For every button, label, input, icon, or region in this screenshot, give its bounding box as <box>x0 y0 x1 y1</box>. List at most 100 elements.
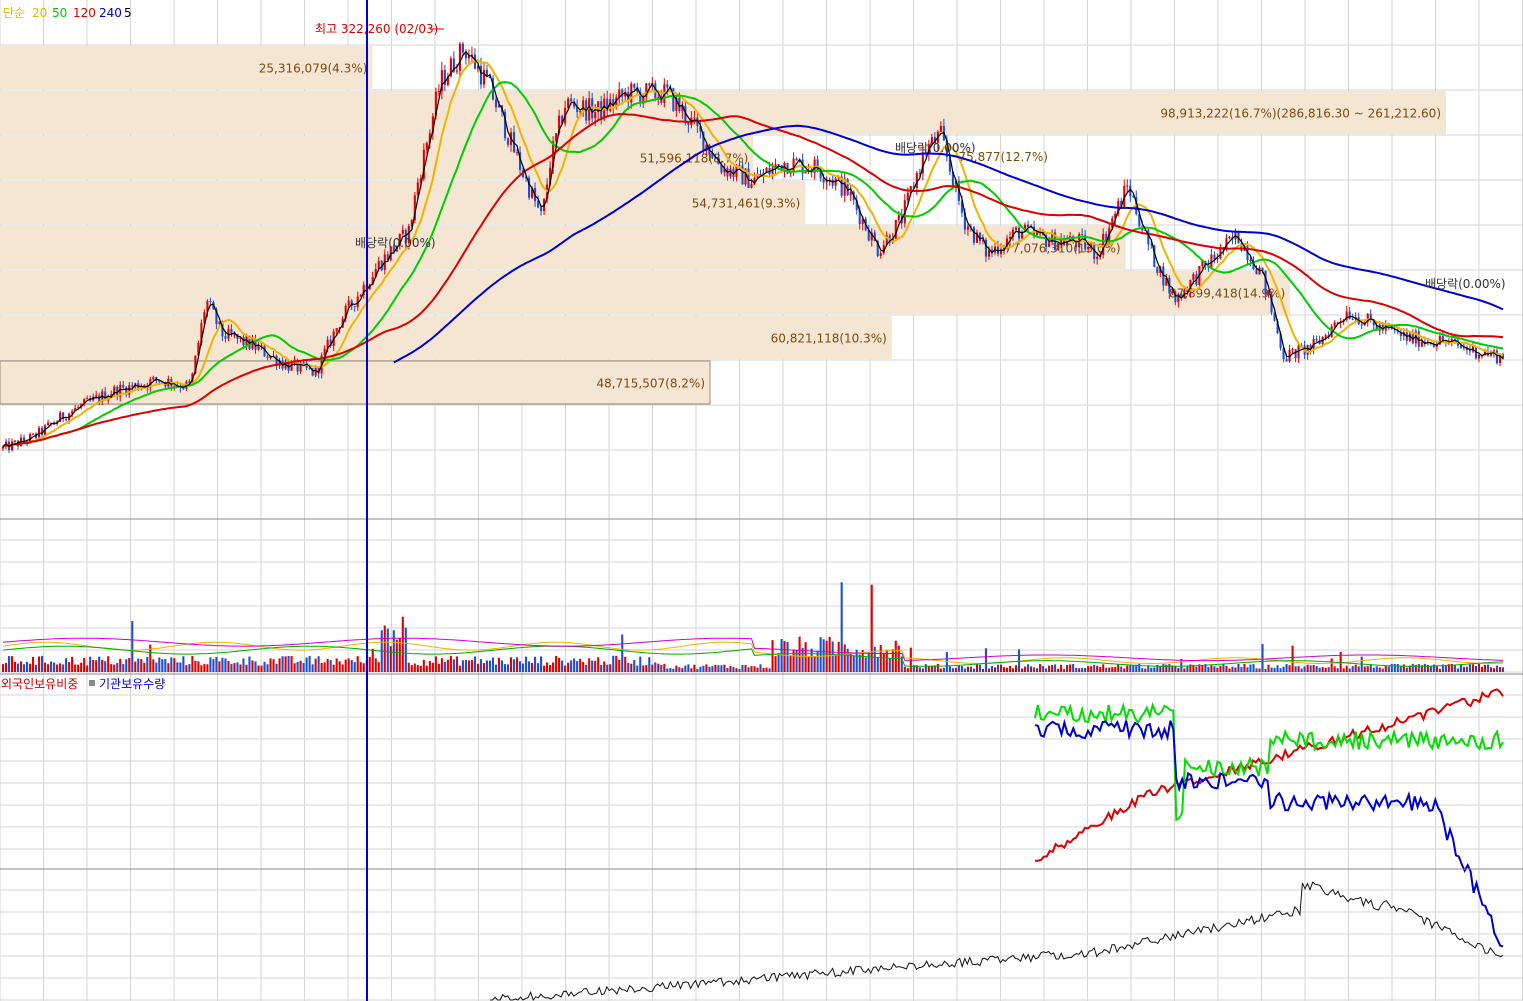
candle-body <box>885 235 888 246</box>
volume-bar <box>341 664 344 672</box>
volume-bar <box>1108 667 1111 672</box>
candle-body <box>1393 329 1396 331</box>
candle-body <box>1102 233 1105 255</box>
candle-body <box>933 137 936 144</box>
volume-bar <box>564 665 567 672</box>
candle-body <box>143 385 146 387</box>
volume-bar <box>74 664 77 672</box>
volume-bar <box>236 662 239 672</box>
candle-body <box>158 380 161 383</box>
volume-ma-line <box>2 637 1504 662</box>
volume-bar <box>410 665 413 672</box>
volume-bar <box>1036 668 1039 672</box>
volume-bar <box>855 649 858 672</box>
candle-body <box>1192 274 1195 281</box>
volume-bar <box>972 668 975 672</box>
volume-profile-bar <box>0 46 373 89</box>
volume-bar <box>528 661 531 672</box>
candle-body <box>582 100 585 112</box>
candle-body <box>251 339 254 349</box>
volume-bar <box>1057 668 1060 672</box>
candle-body <box>693 117 696 119</box>
volume-bar <box>1114 666 1117 672</box>
candle-body <box>1240 243 1243 251</box>
volume-bar <box>1378 667 1381 672</box>
volume-bar <box>1414 664 1417 672</box>
volume-bar <box>585 664 588 672</box>
volume-bar <box>1063 668 1066 672</box>
candle-body <box>909 186 912 193</box>
volume-bar <box>792 649 795 672</box>
volume-bar <box>708 666 711 672</box>
dividend-label: 배당락(0.00%) <box>1425 277 1506 291</box>
candle-body <box>1114 213 1117 219</box>
holdings-legend: 외국인보유비중 기관보유수량 <box>1 677 165 691</box>
volume-bar <box>455 656 458 672</box>
volume-bar <box>416 665 419 672</box>
volume-bar <box>1489 667 1493 672</box>
candle-body <box>921 152 924 174</box>
volume-bar <box>1264 668 1267 672</box>
volume-bar <box>134 661 137 672</box>
volume-bar <box>461 660 464 672</box>
candle-body <box>344 305 347 319</box>
volume-bar <box>588 658 591 672</box>
volume-bar <box>257 665 260 672</box>
candle-body <box>1306 345 1309 355</box>
candle-body <box>939 125 942 132</box>
volume-bar <box>509 657 513 672</box>
candle-body <box>573 101 576 107</box>
candle-body <box>639 91 642 104</box>
candle-body <box>702 131 705 152</box>
volume-bar <box>215 657 218 672</box>
volume-bar <box>1087 666 1090 672</box>
volume-bar <box>1258 668 1261 672</box>
volume-bar <box>1222 664 1225 672</box>
bottom-indicator-line <box>490 881 1504 1001</box>
candle-body <box>194 355 197 374</box>
volume-bar <box>774 656 777 672</box>
volume-bar <box>179 662 182 672</box>
volume-bar <box>996 664 1000 672</box>
candle-body <box>879 253 882 257</box>
volume-bar <box>663 663 666 672</box>
candle-body <box>131 385 134 387</box>
volume-bar <box>479 659 483 672</box>
volume-bar <box>534 656 537 672</box>
candle-body <box>1171 291 1174 294</box>
volume-bar <box>597 657 600 672</box>
volume-bar <box>32 656 35 672</box>
candle-body <box>1288 349 1291 362</box>
candle-body <box>1048 242 1051 247</box>
volume-bar <box>1501 667 1505 672</box>
volume-bar <box>329 660 332 672</box>
volume-bar <box>224 658 227 672</box>
candle-body <box>1093 244 1096 260</box>
volume-bar <box>951 668 954 672</box>
volume-bar <box>654 662 657 672</box>
volume-bar <box>1456 668 1459 672</box>
volume-profile-bar <box>0 226 1126 269</box>
volume-bar <box>687 664 690 672</box>
volume-bar <box>1156 664 1159 672</box>
candle-body <box>882 245 885 254</box>
volume-bar <box>1438 668 1441 672</box>
candle-body <box>999 249 1003 255</box>
volume-bar <box>524 656 528 672</box>
volume-profile-bar <box>0 136 754 179</box>
volume-bar <box>98 656 101 672</box>
candle-body <box>555 133 558 142</box>
volume-profile-bar <box>0 271 1291 314</box>
volume-bar <box>942 667 945 672</box>
volume-bar <box>1417 664 1420 672</box>
volume-bar <box>1384 665 1387 672</box>
volume-bar <box>314 658 317 672</box>
volume-bar <box>116 663 119 672</box>
volume-bar <box>885 649 888 672</box>
volume-bar <box>1447 664 1450 672</box>
candle-body <box>1051 232 1054 243</box>
volume-bar <box>891 649 894 672</box>
volume-bar <box>113 664 116 672</box>
volume-ma-line <box>2 645 1504 667</box>
